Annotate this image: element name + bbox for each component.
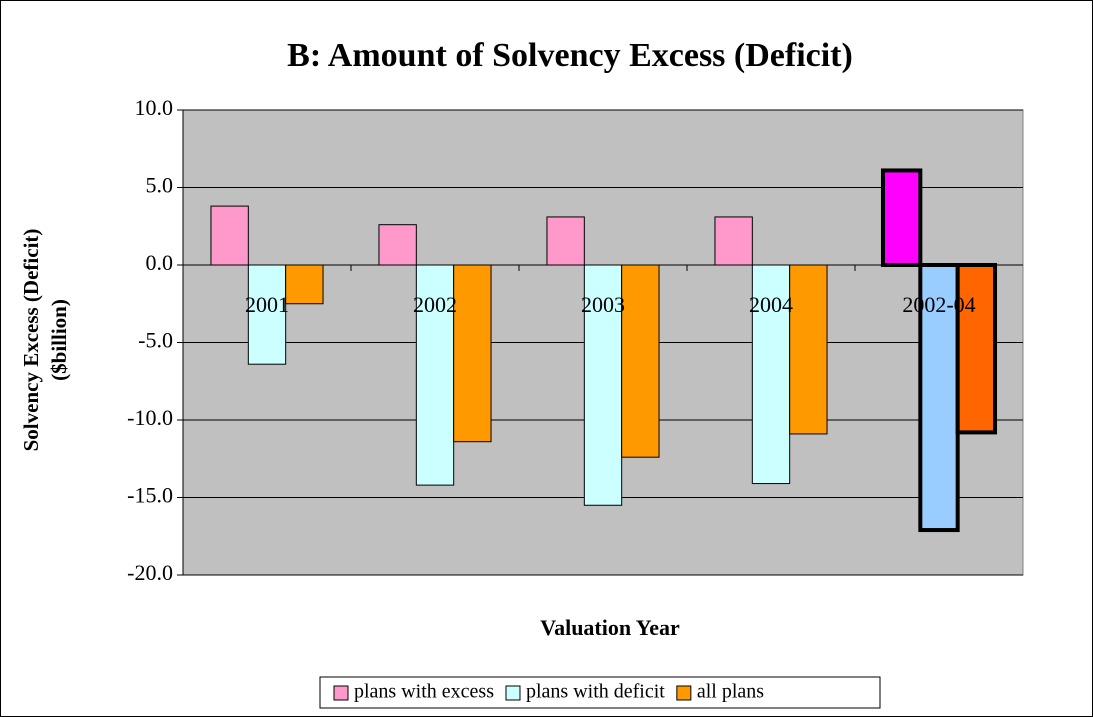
x-tick-label: 2002 [413,292,457,317]
y-tick-label: -15.0 [127,483,173,508]
bar [210,205,249,266]
bar [751,264,791,485]
x-axis-label: Valuation Year [540,615,680,640]
bar [546,216,585,266]
bar [453,264,492,443]
bar [880,168,923,267]
y-tick-label: -10.0 [127,405,173,430]
bar [415,264,455,486]
y-tick-label: 10.0 [135,95,174,120]
bar [621,264,660,458]
x-tick-label: 2004 [749,292,793,317]
x-tick-label: 2002-04 [902,292,975,317]
bar [714,216,753,266]
x-tick-label: 2003 [581,292,625,317]
legend-swatch [676,685,692,701]
legend-label: plans with excess [354,681,494,703]
chart-title: B: Amount of Solvency Excess (Deficit) [287,37,853,74]
bar [918,263,960,533]
x-tick-label: 2001 [245,292,289,317]
bar [955,263,998,435]
bar [789,264,828,435]
legend-swatch [505,685,521,701]
legend-swatch [333,685,349,701]
y-tick-label: -5.0 [138,328,173,353]
bar [583,264,623,506]
y-axis-label-line: Solvency Excess (Deficit) [19,229,43,452]
y-tick-label: 0.0 [146,250,174,275]
bar [285,264,324,305]
y-tick-label: -20.0 [127,560,173,585]
bar [378,224,417,266]
legend-label: plans with deficit [526,681,665,703]
legend-label: all plans [697,681,764,703]
y-axis-label-line: ($billion) [47,299,71,381]
y-axis-label: Solvency Excess (Deficit) ($billion) [19,229,71,452]
y-tick-label: 5.0 [146,173,174,198]
legend [319,676,881,709]
